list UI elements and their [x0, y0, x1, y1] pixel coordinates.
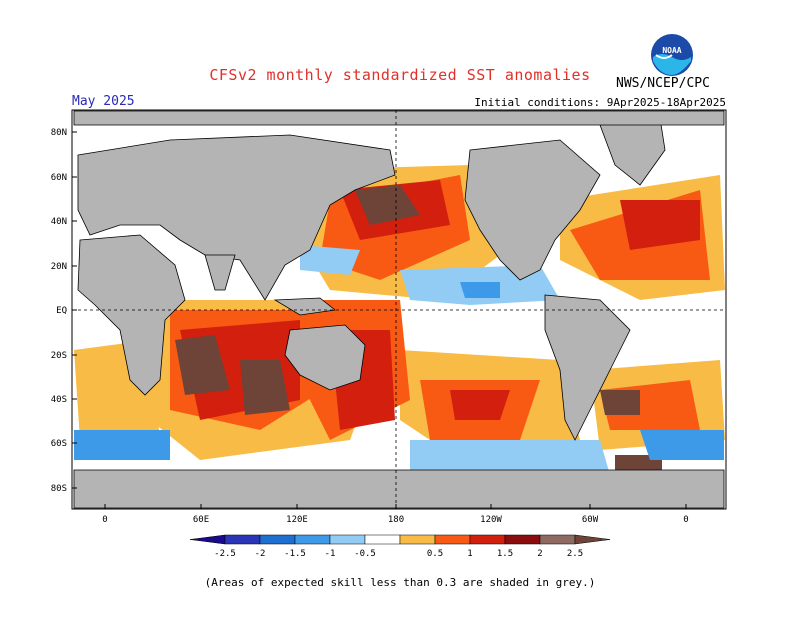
- colorbar-swatch: [189, 534, 226, 545]
- land-north-america: [464, 139, 601, 281]
- land-eurasia: [77, 134, 396, 301]
- colorbar-swatch: [504, 534, 541, 545]
- land-antarctica: [73, 469, 725, 509]
- noaa-logo-text: NOAA: [662, 46, 681, 55]
- colorbar-swatch: [224, 534, 261, 545]
- colorbar-swatch: [399, 534, 436, 545]
- lat-label: 60S: [51, 439, 67, 449]
- land-south-america: [544, 294, 631, 441]
- colorbar-swatch: [329, 534, 366, 545]
- colorbar-swatch: [259, 534, 296, 545]
- land-india: [204, 254, 236, 291]
- latitude-axis: 80N 60N 40N 20N EQ 20S 40S 60S 80S: [51, 128, 77, 494]
- lat-label: EQ: [56, 306, 67, 316]
- colorbar-tick-label: -0.5: [354, 549, 376, 559]
- colorbar-swatch: [574, 534, 611, 545]
- colorbar-tick-label: 0.5: [427, 549, 443, 559]
- colorbar-tick-label: -2.5: [214, 549, 236, 559]
- land-masses: [73, 110, 725, 509]
- lat-label: 80N: [51, 128, 67, 138]
- colorbar-tick-label: -1.5: [284, 549, 306, 559]
- colorbar-tick-label: -1: [325, 549, 336, 559]
- initial-conditions: Initial conditions: 9Apr2025-18Apr2025: [474, 96, 726, 109]
- colorbar-tick-label: -2: [255, 549, 266, 559]
- lon-label: 60E: [193, 515, 209, 525]
- lon-label: 0: [683, 515, 688, 525]
- lat-label: 40S: [51, 395, 67, 405]
- colorbar-tick-label: 2.5: [567, 549, 583, 559]
- colorbar-tick-label: 2: [537, 549, 542, 559]
- lat-label: 60N: [51, 173, 67, 183]
- colorbar: -2.5 -2 -1.5 -1 -0.5 0.5 1 1.5 2 2.5: [189, 534, 611, 559]
- colorbar-swatch: [294, 534, 331, 545]
- lat-label: 40N: [51, 217, 67, 227]
- noaa-logo-icon: NOAA: [651, 34, 693, 76]
- colorbar-swatch: [539, 534, 576, 545]
- land-indonesia: [273, 297, 336, 316]
- lon-label: 120W: [480, 515, 502, 525]
- colorbar-swatch: [469, 534, 506, 545]
- lat-label: 20S: [51, 351, 67, 361]
- lat-label: 20N: [51, 262, 67, 272]
- agency-label: NWS/NCEP/CPC: [616, 76, 710, 91]
- land-australia: [284, 324, 366, 391]
- colorbar-tick-label: 1.5: [497, 549, 513, 559]
- longitude-axis: 0 60E 120E 180 120W 60W 0: [102, 504, 689, 525]
- land-arctic: [73, 110, 725, 126]
- chart-title: CFSv2 monthly standardized SST anomalies: [209, 66, 591, 84]
- lon-label: 120E: [286, 515, 308, 525]
- colorbar-swatch: [434, 534, 471, 545]
- lat-label: 80S: [51, 484, 67, 494]
- lon-label: 0: [102, 515, 107, 525]
- lon-label: 60W: [582, 515, 599, 525]
- lon-label: 180: [388, 515, 404, 525]
- forecast-month: May 2025: [72, 94, 135, 109]
- colorbar-swatch: [364, 534, 401, 545]
- colorbar-tick-label: 1: [467, 549, 472, 559]
- skill-note: (Areas of expected skill less than 0.3 a…: [204, 576, 596, 589]
- land-africa: [77, 234, 186, 396]
